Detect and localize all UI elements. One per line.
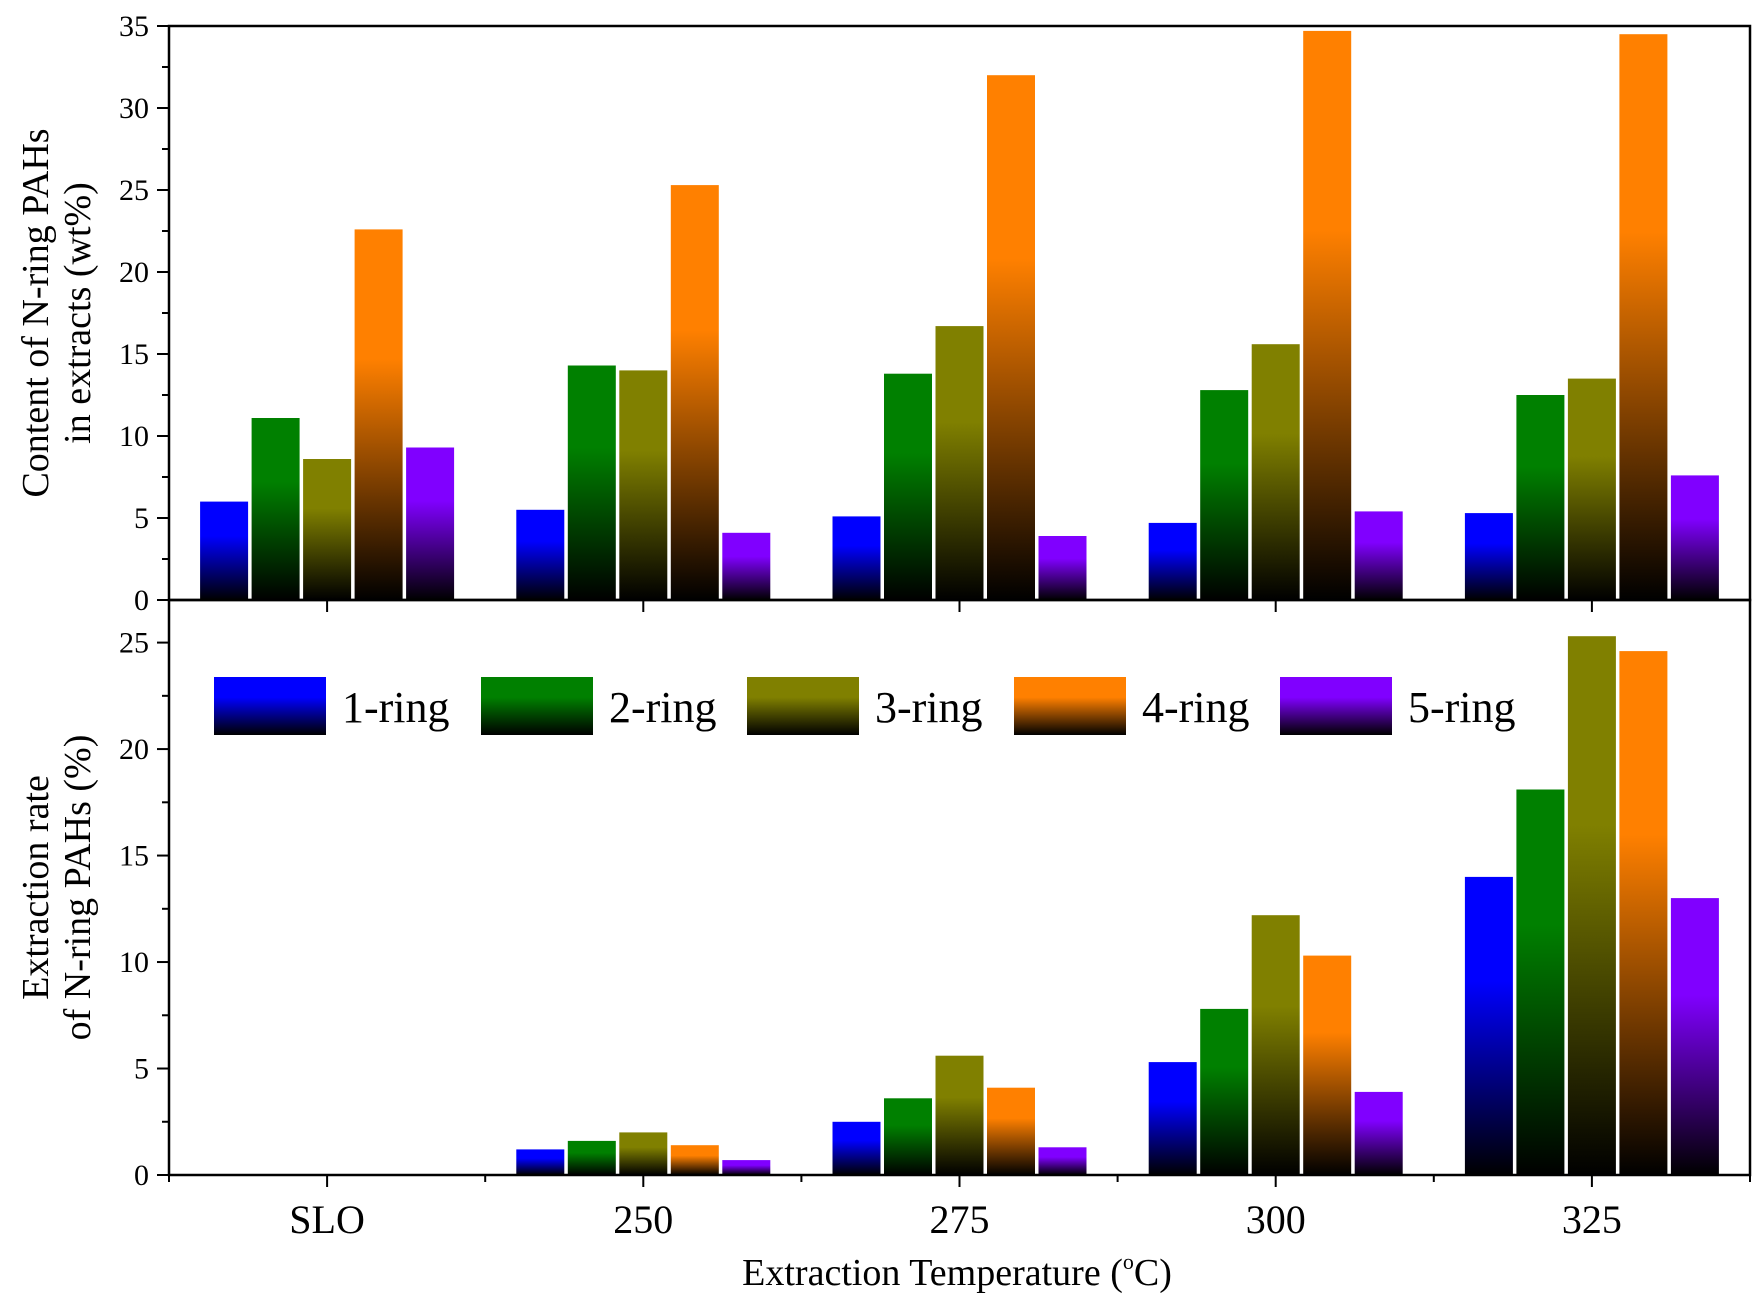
bar-bottom-3-ring-275: [935, 1055, 984, 1175]
legend-swatch-1-ring: [214, 677, 326, 735]
bar-bottom-4-ring-325: [1619, 651, 1668, 1175]
bar-top-4-ring-250: [670, 185, 719, 600]
x-axis-title-text: Extraction Temperature (: [742, 1252, 1123, 1294]
bar-bottom-2-ring-275: [884, 1098, 932, 1175]
bar-top-2-ring-300: [1200, 390, 1249, 600]
ytick-label-bottom-25: 25: [119, 627, 149, 660]
bar-top-1-ring-300: [1148, 522, 1197, 600]
bar-bottom-1-ring-250: [516, 1149, 565, 1175]
legend-swatch-4-ring: [1014, 677, 1126, 735]
bar-bottom-5-ring-275: [1038, 1147, 1087, 1175]
bar-bottom-4-ring-300: [1303, 955, 1352, 1175]
legend-label-4-ring: 4-ring: [1142, 683, 1250, 732]
legend-label-1-ring: 1-ring: [342, 683, 450, 732]
xtick-label-300: 300: [1246, 1197, 1306, 1242]
legend-item-1-ring: 1-ring: [214, 677, 450, 735]
ytick-label-top-35: 35: [119, 10, 149, 43]
ytick-label-top-10: 10: [119, 420, 149, 453]
bar-top-1-ring-250: [516, 509, 565, 600]
bar-bottom-4-ring-250: [670, 1145, 719, 1175]
bar-top-2-ring-275: [884, 373, 932, 600]
y-axis-title-line-top-1: in extracts (wt%): [57, 182, 99, 444]
axes-layer: [157, 24, 1752, 1187]
legend-item-2-ring: 2-ring: [481, 677, 717, 735]
bar-top-3-ring-325: [1567, 378, 1616, 600]
bar-top-3-ring-275: [935, 326, 984, 600]
bar-top-5-ring-275: [1038, 536, 1087, 600]
bar-bottom-2-ring-325: [1516, 789, 1565, 1175]
bar-bottom-2-ring-250: [567, 1140, 616, 1175]
bar-top-1-ring-275: [832, 516, 881, 600]
ytick-label-top-25: 25: [119, 174, 149, 207]
bar-top-4-ring-SLO: [354, 229, 403, 600]
bar-top-1-ring-325: [1464, 513, 1513, 600]
legend-item-4-ring: 4-ring: [1014, 677, 1250, 735]
bar-top-1-ring-SLO: [200, 501, 249, 600]
y-axis-title-bottom: Extraction rateof N-ring PAHs (%): [15, 735, 99, 1041]
y-axis-title-line-bottom-0: Extraction rate: [15, 775, 57, 1000]
bar-bottom-3-ring-250: [619, 1132, 668, 1175]
ytick-label-top-30: 30: [119, 92, 149, 125]
bar-bottom-1-ring-325: [1464, 876, 1513, 1175]
bar-top-5-ring-325: [1670, 475, 1719, 600]
bar-top-4-ring-325: [1619, 34, 1668, 600]
bar-top-4-ring-275: [987, 75, 1035, 600]
x-axis-title: Extraction Temperature (oC): [742, 1249, 1172, 1294]
bar-top-2-ring-SLO: [251, 418, 300, 600]
bar-top-5-ring-250: [722, 532, 771, 600]
legend-item-3-ring: 3-ring: [747, 677, 983, 735]
ytick-label-bottom-10: 10: [119, 946, 149, 979]
degree-symbol: o: [1123, 1249, 1134, 1274]
x-axis-title-unit: C): [1134, 1252, 1172, 1294]
legend-swatch-3-ring: [747, 677, 859, 735]
bar-top-5-ring-SLO: [406, 447, 455, 600]
ytick-label-top-15: 15: [119, 338, 149, 371]
ytick-label-top-0: 0: [134, 584, 149, 617]
xtick-label-325: 325: [1562, 1197, 1622, 1242]
bar-top-3-ring-SLO: [303, 459, 352, 600]
bar-bottom-4-ring-275: [987, 1087, 1035, 1175]
legend: 1-ring 2-ring 3-ring 4-ring 5-ring: [214, 677, 1516, 735]
ytick-label-top-20: 20: [119, 256, 149, 289]
bar-top-5-ring-300: [1354, 511, 1403, 600]
bar-bottom-1-ring-300: [1148, 1062, 1197, 1175]
bar-top-2-ring-325: [1516, 395, 1565, 600]
bar-top-3-ring-250: [619, 370, 668, 600]
xtick-label-275: 275: [930, 1197, 990, 1242]
bar-bottom-5-ring-300: [1354, 1091, 1403, 1175]
bars-layer: [200, 30, 1719, 1175]
legend-swatch-2-ring: [481, 677, 593, 735]
bar-bottom-2-ring-300: [1200, 1008, 1249, 1175]
bar-bottom-3-ring-300: [1251, 915, 1300, 1175]
legend-label-2-ring: 2-ring: [609, 683, 717, 732]
bar-bottom-5-ring-325: [1670, 898, 1719, 1175]
ytick-label-bottom-0: 0: [134, 1159, 149, 1192]
bar-top-3-ring-300: [1251, 344, 1300, 600]
ytick-label-bottom-15: 15: [119, 840, 149, 873]
bar-bottom-1-ring-275: [832, 1121, 881, 1175]
legend-swatch-5-ring: [1280, 677, 1392, 735]
labels-layer: 0 5 10 15 20 25 30 35 Content of N-ring PAHsin e…: [15, 10, 1622, 1242]
legend-label-5-ring: 5-ring: [1408, 683, 1516, 732]
y-axis-title-line-bottom-1: of N-ring PAHs (%): [57, 735, 99, 1041]
legend-label-3-ring: 3-ring: [875, 683, 983, 732]
y-axis-title-line-top-0: Content of N-ring PAHs: [15, 128, 57, 497]
legend-item-5-ring: 5-ring: [1280, 677, 1516, 735]
y-axis-title-top: Content of N-ring PAHsin extracts (wt%): [15, 128, 99, 497]
xtick-label-SLO: SLO: [289, 1197, 365, 1242]
ytick-label-top-5: 5: [134, 502, 149, 535]
xtick-label-250: 250: [613, 1197, 673, 1242]
bar-bottom-3-ring-325: [1567, 636, 1616, 1175]
bar-bottom-5-ring-250: [722, 1160, 771, 1175]
ytick-label-bottom-20: 20: [119, 733, 149, 766]
bar-top-4-ring-300: [1303, 30, 1352, 600]
bar-top-2-ring-250: [567, 365, 616, 600]
ytick-label-bottom-5: 5: [134, 1053, 149, 1086]
